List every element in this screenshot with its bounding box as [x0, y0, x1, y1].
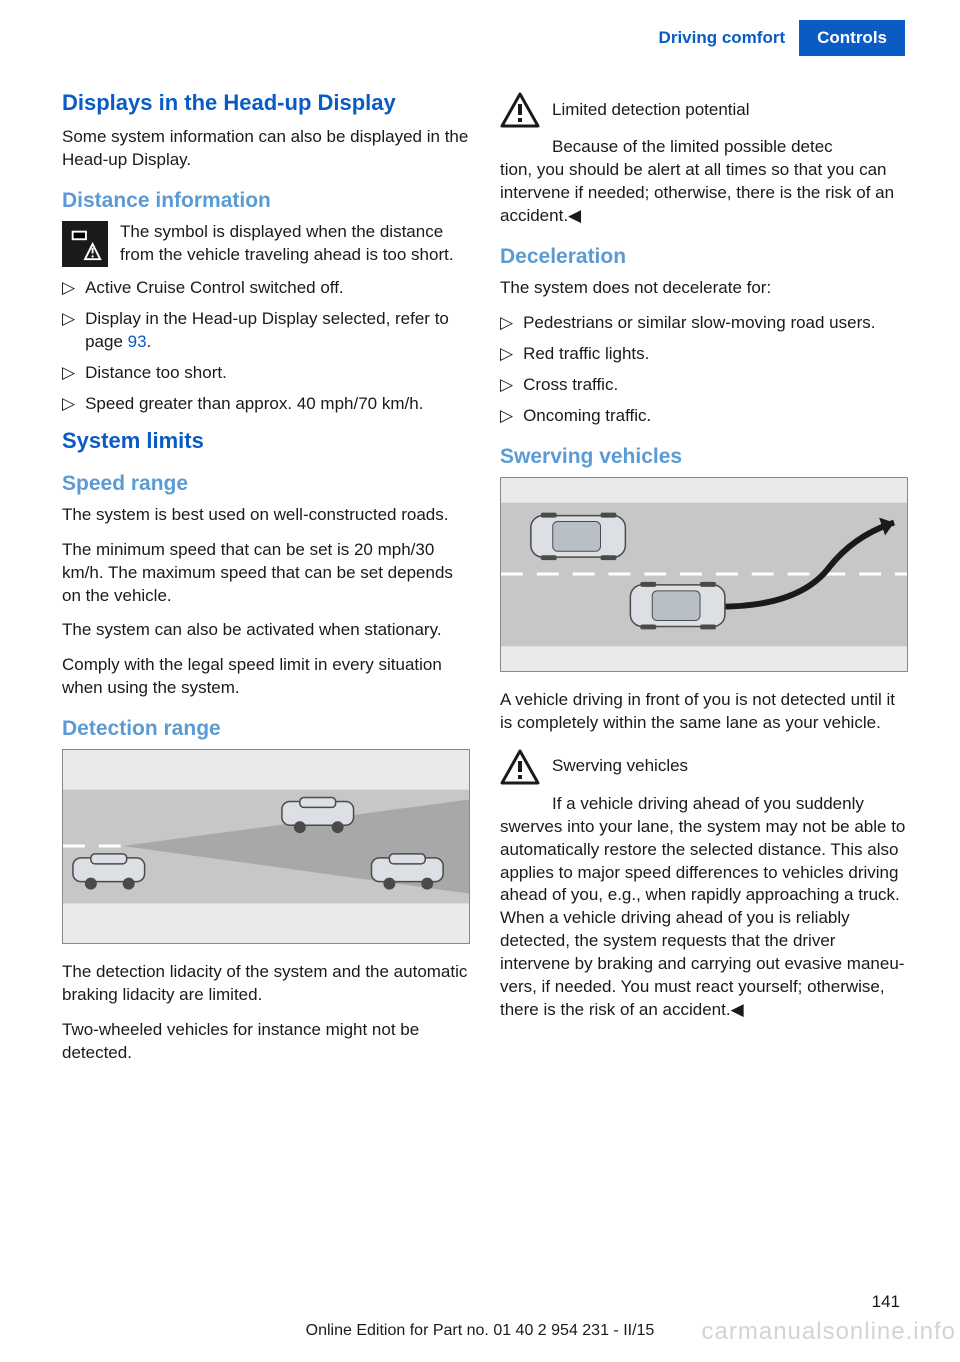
- icon-text: The symbol is displayed when the dis­tan…: [120, 221, 470, 267]
- list-text: Active Cruise Control switched off.: [85, 277, 344, 300]
- list-item: ▷ Cross traffic.: [500, 374, 908, 397]
- para: The system can also be activated when st…: [62, 619, 470, 642]
- list-item: ▷ Red traffic lights.: [500, 343, 908, 366]
- para: The detection lidacity of the system and…: [62, 961, 470, 1007]
- left-column: Displays in the Head-up Display Some sys…: [62, 90, 470, 1077]
- distance-icon-block: The symbol is displayed when the dis­tan…: [62, 221, 470, 267]
- list-text: Distance too short.: [85, 362, 227, 385]
- list-text: Oncoming traffic.: [523, 405, 651, 428]
- swerving-diagram: [500, 477, 908, 672]
- warning-swerving: Swerving vehicles If a vehicle driving a…: [500, 747, 908, 1022]
- para: A vehicle driving in front of you is not…: [500, 689, 908, 735]
- right-column: Limited detection potential Because of t…: [500, 90, 908, 1077]
- warning-title: Swerving vehicles: [552, 755, 688, 778]
- para: Comply with the legal speed limit in eve…: [62, 654, 470, 700]
- heading-speed-range: Speed range: [62, 471, 470, 496]
- watermark: carmanualsonline.info: [702, 1318, 956, 1346]
- bullet-list-distance: ▷Active Cruise Control switched off. ▷Di…: [62, 277, 470, 416]
- page-reference-link[interactable]: 93: [128, 332, 147, 351]
- list-text: Display in the Head-up Display selected,…: [85, 308, 470, 354]
- header-section: Driving comfort: [645, 20, 800, 56]
- warning-icon: [500, 90, 540, 130]
- list-item: ▷ Active Cruise Control switched off.: [62, 277, 470, 300]
- distance-warning-icon: [62, 221, 108, 267]
- heading-displays: Displays in the Head-up Display: [62, 90, 470, 116]
- warning-first-line: If a vehicle driving ahead of you sudden…: [500, 793, 908, 816]
- list-text: Pedestrians or similar slow-moving road …: [523, 312, 875, 335]
- bullet-icon: ▷: [62, 308, 75, 354]
- content-area: Displays in the Head-up Display Some sys…: [62, 90, 908, 1077]
- heading-distance-info: Distance information: [62, 188, 470, 213]
- para: The system does not decelerate for:: [500, 277, 908, 300]
- warning-icon: [500, 747, 540, 787]
- bullet-icon: ▷: [500, 374, 513, 397]
- warning-body: tion, you should be alert at all times s…: [500, 159, 908, 228]
- para: Some system information can also be dis­…: [62, 126, 470, 172]
- bullet-icon: ▷: [62, 362, 75, 385]
- warning-title: Limited detection potential: [552, 99, 750, 122]
- heading-system-limits: System limits: [62, 428, 470, 454]
- heading-swerving: Swerving vehicles: [500, 444, 908, 469]
- list-item: ▷ Oncoming traffic.: [500, 405, 908, 428]
- list-item: ▷Display in the Head-up Display selected…: [62, 308, 470, 354]
- list-item: ▷ Pedestrians or similar slow-moving road…: [500, 312, 908, 335]
- header-chapter: Controls: [799, 20, 905, 56]
- list-text: Cross traffic.: [523, 374, 618, 397]
- list-item: ▷ Speed greater than approx. 40 mph/70 km…: [62, 393, 470, 416]
- list-text: Speed greater than approx. 40 mph/70 km/…: [85, 393, 423, 416]
- bullet-icon: ▷: [500, 312, 513, 335]
- page-number: 141: [872, 1292, 900, 1312]
- heading-detection-range: Detection range: [62, 716, 470, 741]
- bullet-list-deceleration: ▷ Pedestrians or similar slow-moving road…: [500, 312, 908, 428]
- warning-body: swerves into your lane, the system may n…: [500, 816, 908, 1022]
- para: Two-wheeled vehicles for instance might …: [62, 1019, 470, 1065]
- list-item: ▷ Distance too short.: [62, 362, 470, 385]
- warning-first-line: Because of the limited possible detec­: [500, 136, 908, 159]
- bullet-icon: ▷: [62, 277, 75, 300]
- heading-deceleration: Deceleration: [500, 244, 908, 269]
- warning-limited-detection: Limited detection potential Because of t…: [500, 90, 908, 228]
- para: The minimum speed that can be set is 20 …: [62, 539, 470, 608]
- bullet-icon: ▷: [62, 393, 75, 416]
- para: The system is best used on well-construc…: [62, 504, 470, 527]
- list-text: Red traffic lights.: [523, 343, 649, 366]
- detection-range-diagram: [62, 749, 470, 944]
- header-bar: Driving comfort Controls: [645, 20, 905, 56]
- bullet-icon: ▷: [500, 405, 513, 428]
- bullet-icon: ▷: [500, 343, 513, 366]
